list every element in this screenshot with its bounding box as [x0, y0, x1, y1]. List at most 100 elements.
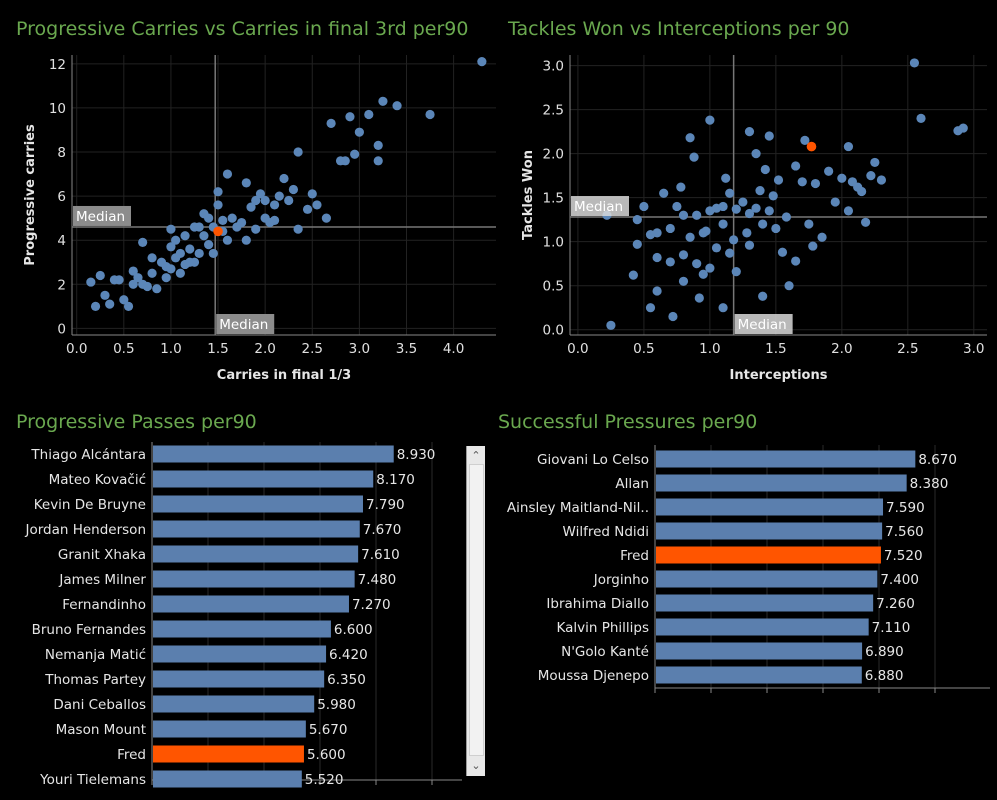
- scatter-point: [152, 284, 162, 294]
- bar-value-label: 7.110: [872, 620, 911, 636]
- scatter-point: [689, 152, 699, 162]
- y-tick-label: 2: [57, 277, 66, 293]
- scatter-point: [685, 133, 695, 143]
- scatter-point: [860, 217, 871, 227]
- y-tick-label: 2.0: [543, 147, 564, 163]
- bar-category-label: Kalvin Phillips: [556, 620, 649, 636]
- scatter-point: [758, 219, 768, 229]
- scatter-point: [751, 203, 761, 213]
- y-tick-label: 1.5: [543, 191, 564, 207]
- scatter-point: [86, 277, 96, 287]
- scroll-up-arrow-icon[interactable]: ⌃: [471, 449, 481, 462]
- scatter-point: [288, 184, 299, 195]
- y-tick-label: 1.0: [543, 235, 564, 251]
- scatter-point: [777, 247, 788, 257]
- bar: [656, 666, 862, 684]
- scatter-point: [698, 269, 708, 279]
- scatter-point: [718, 303, 728, 313]
- x-axis-title: Interceptions: [730, 368, 828, 383]
- scatter-point: [784, 281, 794, 291]
- median-label-box-y: [73, 205, 131, 226]
- y-tick-label: 4: [57, 233, 66, 249]
- scatter-point: [194, 222, 204, 232]
- y-tick-label: 2.5: [543, 103, 564, 119]
- bar: [153, 695, 315, 713]
- scroll-thumb[interactable]: [469, 464, 484, 756]
- scatter-point: [255, 189, 266, 199]
- scatter-point: [166, 224, 176, 234]
- bar-category-label: Dani Ceballos: [53, 697, 146, 713]
- bar-category-label: Allan: [615, 476, 649, 492]
- scatter-point: [665, 257, 675, 267]
- median-label-box-y: [571, 196, 629, 217]
- median-label-y: Median: [76, 209, 125, 225]
- scatter-point: [764, 131, 774, 141]
- scatter-point: [606, 320, 616, 330]
- scatter-point: [781, 212, 792, 222]
- bar: [153, 570, 355, 588]
- bar-value-label: 6.880: [865, 668, 904, 684]
- bar-category-label: Bruno Fernandes: [32, 622, 146, 638]
- bar: [153, 620, 331, 638]
- scatter-point: [744, 208, 755, 219]
- bar: [153, 495, 363, 513]
- scatter-point: [477, 57, 487, 67]
- x-tick-label: 0.5: [633, 341, 654, 357]
- bar: [656, 642, 863, 660]
- y-tick-label: 6: [57, 189, 66, 205]
- bar-category-label: Kevin De Bruyne: [34, 497, 146, 513]
- scatter-point: [90, 301, 101, 311]
- scatter-point: [876, 175, 887, 185]
- scatter-point: [166, 264, 176, 274]
- scatter-point: [804, 219, 814, 229]
- scatter-point: [830, 197, 840, 207]
- x-tick-label: 4.0: [443, 341, 464, 357]
- bar-value-label: 6.350: [327, 672, 366, 688]
- bar: [656, 618, 869, 636]
- scatter-point: [171, 235, 181, 245]
- scatter-point: [269, 200, 280, 210]
- x-tick-label: 0.5: [113, 341, 134, 357]
- scatter-point: [218, 215, 228, 225]
- scatter-point: [100, 290, 110, 300]
- y-axis-title: Tackles Won: [521, 150, 536, 240]
- bar-category-label: Moussa Djenepo: [538, 668, 649, 684]
- scatter-point: [114, 275, 124, 285]
- bar-value-label: 7.790: [366, 497, 405, 513]
- scatter-point: [866, 171, 876, 181]
- bar: [153, 595, 349, 613]
- bar-value-label: 5.980: [317, 697, 356, 713]
- scatter-point: [773, 175, 784, 185]
- scatter-point: [392, 101, 402, 111]
- bar-value-label: 8.670: [918, 452, 957, 468]
- scatter-point: [725, 188, 735, 198]
- highlight-point-fred: [213, 226, 223, 237]
- bar-value-label: 7.270: [352, 597, 391, 613]
- bar: [153, 720, 306, 738]
- scatter-point: [199, 231, 209, 241]
- scatter-point: [738, 197, 748, 207]
- x-tick-label: 1.5: [765, 341, 786, 357]
- scatter-point: [95, 270, 105, 281]
- scatter-point: [685, 232, 695, 242]
- bar-value-label: 7.610: [361, 547, 400, 563]
- x-axis-title: Carries in final 1/3: [217, 368, 351, 383]
- scatter-point: [213, 200, 223, 210]
- bar: [656, 498, 884, 516]
- x-tick-label: 2.5: [302, 341, 323, 357]
- scatter-point: [241, 178, 251, 188]
- bar-category-label: Thiago Alcántara: [30, 447, 146, 463]
- scatter-point: [678, 250, 689, 260]
- bar-category-label: Nemanja Matić: [45, 647, 146, 663]
- scatter-point: [350, 149, 360, 159]
- scatter-point: [138, 237, 148, 248]
- scatter-point: [701, 226, 711, 236]
- scatter-point: [652, 228, 662, 238]
- passes-scrollbar[interactable]: ⌃ ⌄: [466, 446, 485, 776]
- scatter-point: [208, 248, 218, 259]
- scroll-down-arrow-icon[interactable]: ⌄: [471, 759, 481, 772]
- bar-category-label: Fred: [620, 548, 649, 564]
- scatter-point: [628, 270, 638, 280]
- scatter-point: [307, 189, 317, 199]
- x-tick-label: 0.0: [66, 341, 87, 357]
